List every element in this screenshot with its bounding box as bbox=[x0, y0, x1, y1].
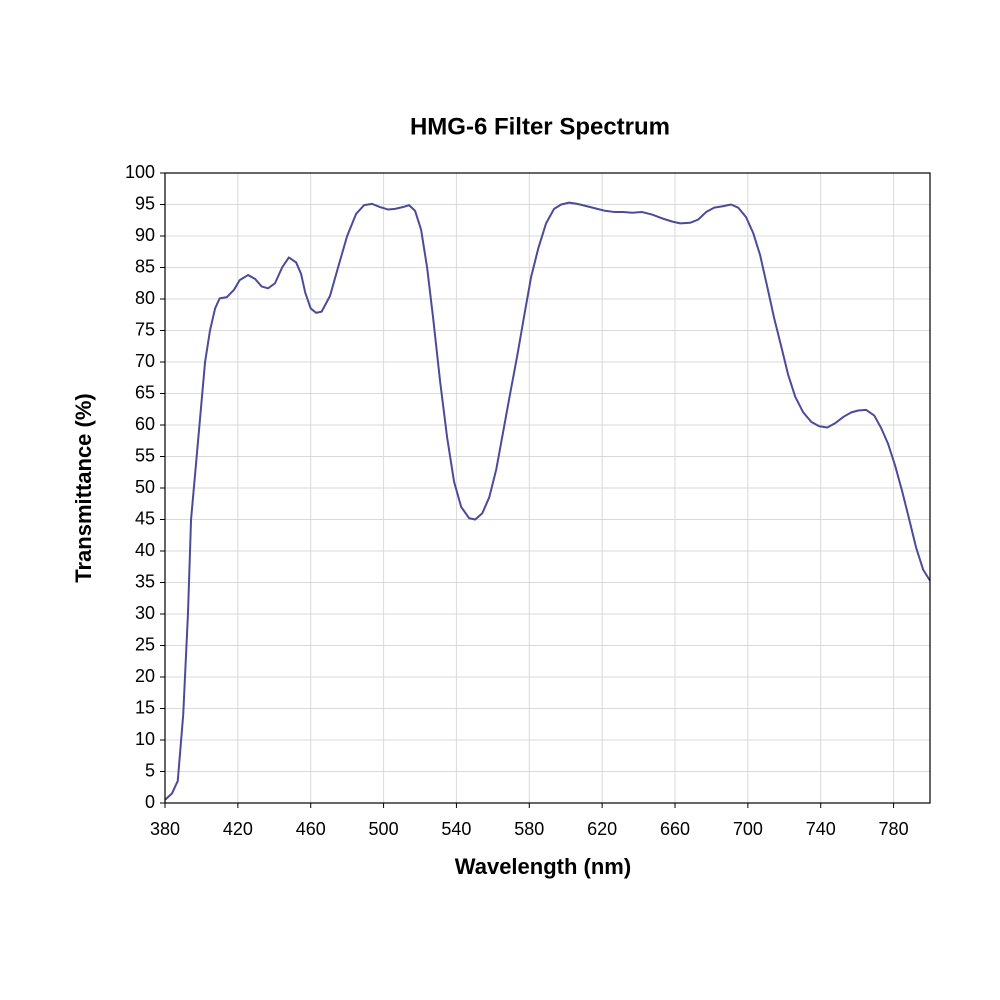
x-tick-label: 660 bbox=[660, 819, 690, 839]
y-tick-label: 100 bbox=[125, 162, 155, 182]
y-tick-label: 90 bbox=[135, 225, 155, 245]
x-tick-label: 540 bbox=[441, 819, 471, 839]
plot-area bbox=[164, 201, 931, 801]
x-tick-label: 780 bbox=[879, 819, 909, 839]
x-tick-label: 380 bbox=[150, 819, 180, 839]
y-tick-label: 55 bbox=[135, 445, 155, 465]
y-tick-label: 40 bbox=[135, 540, 155, 560]
y-tick-label: 0 bbox=[145, 792, 155, 812]
x-tick-label: 700 bbox=[733, 819, 763, 839]
y-tick-label: 15 bbox=[135, 697, 155, 717]
grid bbox=[164, 172, 930, 804]
y-tick-label: 10 bbox=[135, 729, 155, 749]
y-tick-label: 60 bbox=[135, 414, 155, 434]
y-tick-label: 25 bbox=[135, 634, 155, 654]
x-tick-label: 620 bbox=[587, 819, 617, 839]
y-axis-title: Transmittance (%) bbox=[71, 393, 96, 583]
x-tick-label: 580 bbox=[514, 819, 544, 839]
y-tick-label: 50 bbox=[135, 477, 155, 497]
y-tick-label: 75 bbox=[135, 319, 155, 339]
y-tick-label: 80 bbox=[135, 288, 155, 308]
y-tick-label: 65 bbox=[135, 382, 155, 402]
plot-frame bbox=[164, 172, 931, 804]
y-tick-label: 5 bbox=[145, 760, 155, 780]
chart-title: HMG-6 Filter Spectrum bbox=[410, 113, 670, 140]
y-tick-label: 30 bbox=[135, 603, 155, 623]
x-tick-label: 500 bbox=[369, 819, 399, 839]
x-tick-label: 460 bbox=[296, 819, 326, 839]
x-tick-label: 740 bbox=[806, 819, 836, 839]
y-tick-label: 35 bbox=[135, 571, 155, 591]
y-tick-label: 95 bbox=[135, 193, 155, 213]
y-tick-label: 20 bbox=[135, 666, 155, 686]
y-tick-label: 70 bbox=[135, 351, 155, 371]
x-tick-label: 420 bbox=[223, 819, 253, 839]
y-tick-label: 85 bbox=[135, 256, 155, 276]
x-axis-title: Wavelength (nm) bbox=[455, 854, 631, 879]
data-line bbox=[164, 201, 931, 801]
y-tick-label: 45 bbox=[135, 508, 155, 528]
